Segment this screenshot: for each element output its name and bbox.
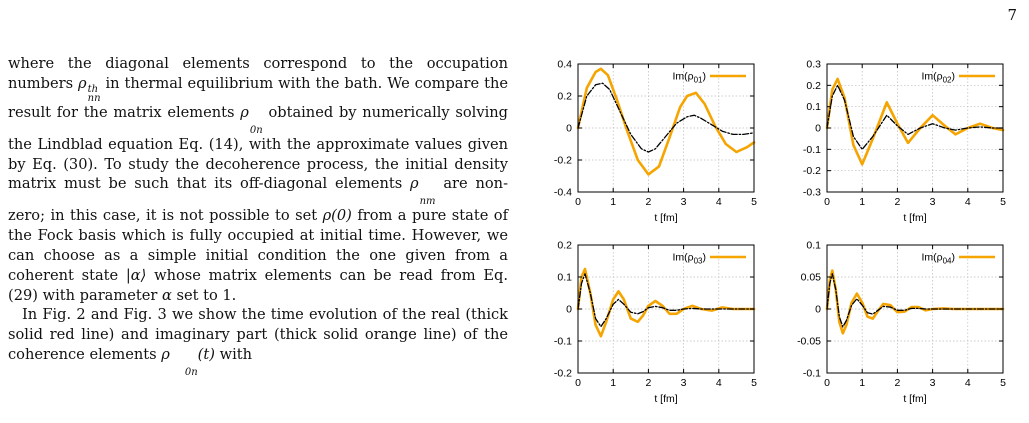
x-tick-label: 4	[716, 377, 722, 389]
x-tick-label: 3	[930, 377, 936, 389]
p2-text: with	[214, 345, 252, 363]
x-tick-label: 2	[894, 196, 900, 208]
math-subscript: 0n	[249, 124, 263, 136]
inline-math: |α⟩	[125, 266, 147, 284]
p1-text: obtained by numerically solving the Lind…	[8, 103, 508, 193]
x-tick-label: 1	[859, 377, 865, 389]
y-tick-label: -0.1	[803, 368, 821, 380]
figure-2x2-plots: 0 1 2 3 4 5 -0.4 -0.2 0 0.2 0.4 t [fm] Im(ρ01) 0 1 2 3 4 5…	[520, 52, 1029, 423]
inline-math: ρ 0n	[240, 103, 263, 136]
x-tick-label: 3	[681, 196, 687, 208]
p1-text: set to 1.	[171, 286, 237, 304]
series-line-numerical	[825, 269, 1005, 335]
series-line-approximate	[826, 84, 1004, 150]
y-tick-label: -0.4	[554, 187, 572, 199]
y-tick-label: 0	[815, 123, 821, 135]
inline-math: ρ th nn	[78, 74, 101, 104]
x-tick-label: 5	[1000, 196, 1006, 208]
legend-label: Im(ρ02)	[921, 71, 955, 85]
x-tick-label: 5	[751, 196, 757, 208]
y-tick-label: 0.3	[806, 59, 821, 71]
x-tick-label: 4	[965, 196, 971, 208]
y-tick-label: -0.3	[803, 187, 821, 199]
x-tick-label: 2	[645, 196, 651, 208]
p2-text: In Fig. 2 and Fig. 3 we show the time ev…	[8, 306, 508, 363]
p1-text: in thermal equilibrium with the bath. We…	[8, 74, 508, 121]
x-tick-label: 2	[894, 377, 900, 389]
x-tick-label: 4	[716, 196, 722, 208]
x-axis-label: t [fm]	[654, 393, 677, 405]
x-tick-label: 5	[751, 377, 757, 389]
y-tick-label: -0.1	[554, 336, 572, 348]
y-tick-label: 0.4	[557, 59, 572, 71]
plot-panel-3: 0 1 2 3 4 5 -0.2 -0.1 0 0.1 0.2 t [fm] Im(ρ03)	[554, 240, 757, 406]
legend-label: Im(ρ04)	[921, 252, 955, 266]
plot-panel-1: 0 1 2 3 4 5 -0.4 -0.2 0 0.2 0.4 t [fm] Im(ρ01)	[554, 59, 757, 225]
paragraph-1: where the diagonal elements correspond t…	[8, 54, 508, 305]
inline-math: (t)	[197, 345, 215, 363]
y-tick-label: 0	[815, 304, 821, 316]
math-superscript: th	[87, 83, 99, 95]
x-tick-label: 2	[645, 377, 651, 389]
series-line-approximate	[577, 82, 755, 153]
x-tick-label: 3	[681, 377, 687, 389]
y-tick-label: 0.1	[557, 272, 572, 284]
series-line-numerical	[576, 267, 756, 338]
y-tick-label: 0	[566, 304, 572, 316]
x-axis-label: t [fm]	[903, 212, 926, 224]
x-tick-label: 0	[575, 377, 581, 389]
x-tick-label: 1	[610, 196, 616, 208]
series-line-approximate	[577, 273, 755, 328]
math-subscript: nn	[87, 92, 101, 104]
x-tick-label: 4	[965, 377, 971, 389]
y-tick-label: 0.1	[806, 101, 821, 113]
series-line-approximate	[826, 273, 1004, 328]
math-subscript: nm	[419, 196, 436, 208]
math-subscript: 0n	[184, 366, 198, 378]
plot-panel-2: 0 1 2 3 4 5 -0.3 -0.2 -0.1 0 0.1 0.2 0.3 t [fm] Im(ρ02…	[803, 59, 1006, 225]
legend-label: Im(ρ03)	[672, 252, 706, 266]
series-line-numerical	[825, 77, 1005, 166]
x-tick-label: 5	[1000, 377, 1006, 389]
x-tick-label: 1	[859, 196, 865, 208]
body-text: where the diagonal elements correspond t…	[8, 54, 508, 377]
y-tick-label: -0.05	[797, 336, 821, 348]
y-tick-label: 0.2	[557, 240, 572, 252]
x-axis-label: t [fm]	[654, 212, 677, 224]
p1-text: where the diagonal elements correspond t…	[8, 55, 508, 92]
y-tick-label: 0.1	[806, 240, 821, 252]
page-number: 7	[1007, 6, 1017, 24]
y-tick-label: 0	[566, 123, 572, 135]
x-axis-label: t [fm]	[903, 393, 926, 405]
y-tick-label: 0.2	[806, 80, 821, 92]
paragraph-2: In Fig. 2 and Fig. 3 we show the time ev…	[8, 305, 508, 377]
p1-text: from a pure state of the Fock basis whic…	[8, 207, 508, 284]
legend-label: Im(ρ01)	[672, 71, 706, 85]
p1-text: whose matrix elements can be read from E…	[8, 266, 508, 304]
y-tick-label: 0.2	[557, 91, 572, 103]
y-tick-label: -0.2	[554, 155, 572, 167]
inline-math: ρ nm	[410, 175, 436, 208]
x-tick-label: 0	[824, 377, 830, 389]
y-tick-label: -0.2	[554, 368, 572, 380]
plot-panel-4: 0 1 2 3 4 5 -0.1 -0.05 0 0.05 0.1 t [fm] Im(ρ04)	[797, 240, 1006, 406]
x-tick-label: 0	[824, 196, 830, 208]
p1-text: are non-zero; in this case, it is not po…	[8, 175, 509, 225]
x-tick-label: 1	[610, 377, 616, 389]
y-tick-label: -0.2	[803, 165, 821, 177]
series-line-numerical	[576, 67, 756, 176]
inline-math: ρ(0)	[322, 207, 352, 225]
x-tick-label: 3	[930, 196, 936, 208]
y-tick-label: 0.05	[801, 272, 822, 284]
x-tick-label: 0	[575, 196, 581, 208]
figure-svg: 0 1 2 3 4 5-0.4-0.200.20.4t [fm]Im(ρ01)0 1 2 3 4 5…	[554, 59, 1006, 406]
inline-math: ρ 0n	[161, 345, 198, 378]
y-tick-label: -0.1	[803, 144, 821, 156]
inline-math: α	[161, 286, 172, 304]
